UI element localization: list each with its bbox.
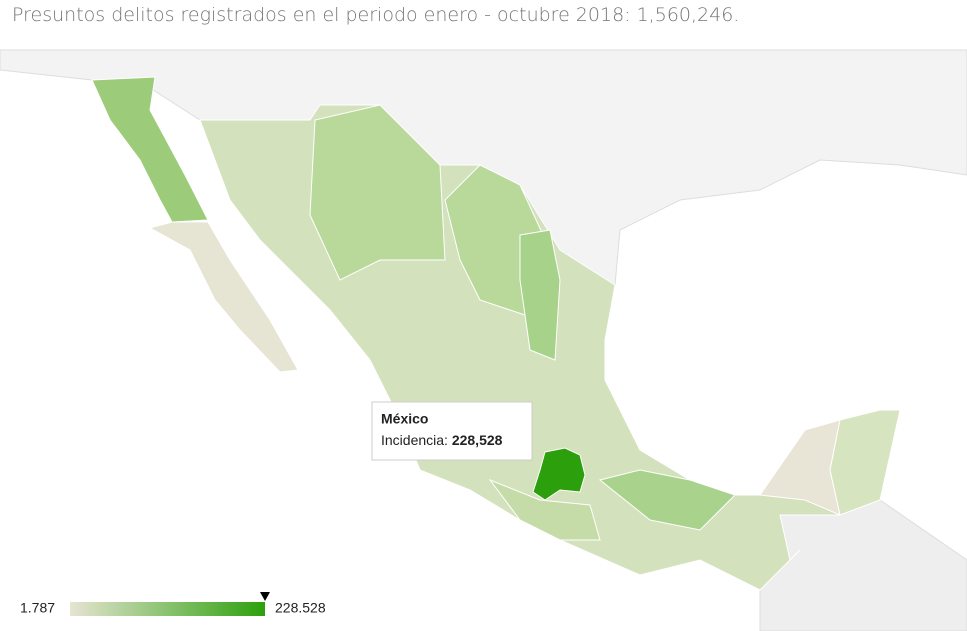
color-min-label: 1.787 <box>20 600 55 616</box>
tooltip-value: Incidencia: 228,528 <box>381 432 503 448</box>
color-axis <box>70 602 265 616</box>
state <box>91 76 209 223</box>
state <box>829 409 901 516</box>
tooltip: México Incidencia: 228,528 <box>371 401 533 461</box>
tooltip-number: 228,528 <box>452 432 503 448</box>
state <box>309 104 446 281</box>
color-marker <box>260 592 270 601</box>
state <box>488 478 601 541</box>
tooltip-metric: Incidencia: <box>381 432 448 448</box>
central-america <box>759 499 967 631</box>
color-max-label: 228.528 <box>275 600 326 616</box>
tooltip-region: México <box>381 411 428 427</box>
chart-title: Presuntos delitos registrados en el peri… <box>12 4 740 26</box>
state <box>598 469 736 531</box>
state <box>519 229 561 361</box>
region-mexico[interactable] <box>532 447 586 501</box>
state <box>148 221 299 373</box>
